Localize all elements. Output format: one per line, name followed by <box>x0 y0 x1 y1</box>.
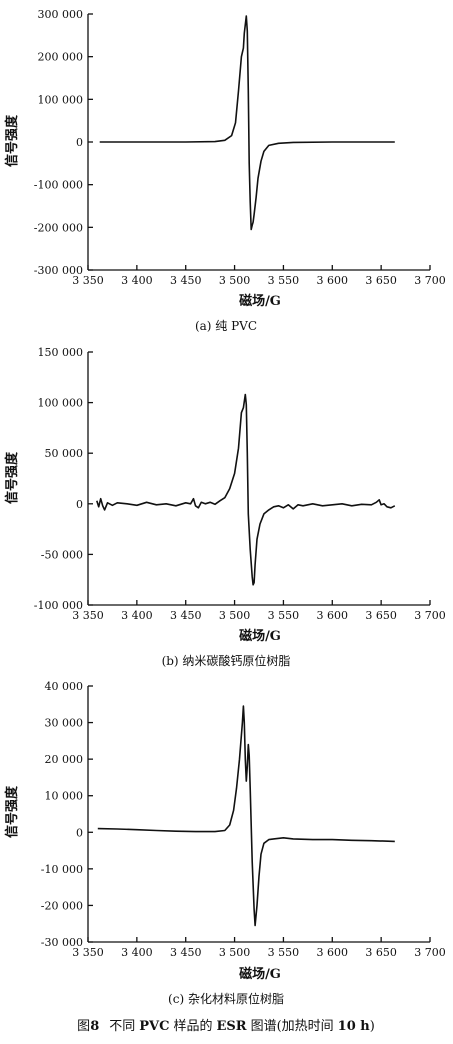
chart-b-xlabel: 磁场/G <box>239 628 281 644</box>
chart-c-ylabel: 信号强度 <box>4 785 20 838</box>
chart-b-series-line <box>96 393 396 586</box>
x-tick-label: 3 400 <box>121 274 153 287</box>
y-tick-label: 40 000 <box>45 680 84 693</box>
chart-a-xlabel: 磁场/G <box>239 293 281 309</box>
x-tick-label: 3 400 <box>121 946 153 959</box>
x-tick-label: 3 350 <box>72 609 104 622</box>
x-tick-label: 3 700 <box>414 609 446 622</box>
figure-caption: 图8 不同 PVC 样品的 ESR 图谱(加热时间 10 h) <box>77 1018 375 1034</box>
chart-c-xlabel: 磁场/G <box>239 966 281 982</box>
x-tick-label: 3 600 <box>317 274 349 287</box>
chart-a-axes <box>87 14 430 271</box>
chart-c-series-line <box>97 705 395 927</box>
y-tick-label: 200 000 <box>38 51 84 64</box>
x-tick-label: 3 700 <box>414 274 446 287</box>
chart-b-caption: (b) 纳米碳酸钙原位树脂 <box>162 653 291 668</box>
figure-caption-part4: ) <box>370 1019 375 1034</box>
chart-a-x-ticks: 3 350 3 400 3 450 3 500 3 550 3 600 3 650 3 700 <box>72 265 446 287</box>
y-tick-label: -100 000 <box>34 179 83 192</box>
y-tick-label: 0 <box>76 136 83 149</box>
y-tick-label: 100 000 <box>38 397 84 410</box>
y-tick-label: -200 000 <box>34 221 83 234</box>
y-tick-label: 150 000 <box>38 346 84 359</box>
chart-a-y-ticks: 300 000 200 000 100 000 0 -100 000 -200 000 -3… <box>34 8 93 277</box>
x-tick-label: 3 650 <box>365 609 397 622</box>
chart-b-axes <box>87 352 430 606</box>
x-tick-label: 3 500 <box>219 609 251 622</box>
chart-c: 40 000 30 000 20 000 10 000 0 -10 000 -20 000 -… <box>4 680 446 1006</box>
chart-c-y-ticks: 40 000 30 000 20 000 10 000 0 -10 000 -20 000 -… <box>41 680 93 949</box>
figure-caption-prefix: 图 <box>77 1019 90 1034</box>
chart-a-series-line <box>99 15 395 231</box>
chart-a: 300 000 200 000 100 000 0 -100 000 -200 000 -3… <box>4 8 446 333</box>
figure-caption-time: 10 h <box>338 1019 371 1034</box>
figure-caption-pvc: PVC <box>139 1019 169 1034</box>
y-tick-label: -30 000 <box>41 936 83 949</box>
chart-a-ylabel: 信号强度 <box>4 114 20 167</box>
y-tick-label: -20 000 <box>41 899 83 912</box>
x-tick-label: 3 450 <box>170 946 202 959</box>
chart-b-ylabel: 信号强度 <box>4 451 20 504</box>
figure-caption-part1: 不同 <box>109 1019 135 1034</box>
figure-caption-part2: 样品的 <box>173 1018 212 1034</box>
y-tick-label: 10 000 <box>45 790 84 803</box>
y-tick-label: -100 000 <box>34 599 83 612</box>
chart-b-y-ticks: 150 000 100 000 50 000 0 -50 000 -100 000 <box>34 346 93 612</box>
y-tick-label: -300 000 <box>34 264 83 277</box>
y-tick-label: 50 000 <box>45 447 84 460</box>
x-tick-label: 3 550 <box>268 274 300 287</box>
chart-c-x-ticks: 3 350 3 400 3 450 3 500 3 550 3 600 3 650 3 700 <box>72 937 446 959</box>
x-tick-label: 3 650 <box>365 946 397 959</box>
x-tick-label: 3 350 <box>72 274 104 287</box>
y-tick-label: 30 000 <box>45 717 84 730</box>
chart-a-caption: (a) 纯 PVC <box>195 319 257 333</box>
x-tick-label: 3 500 <box>219 274 251 287</box>
chart-b: 150 000 100 000 50 000 0 -50 000 -100 000 3 3… <box>4 346 446 668</box>
y-tick-label: 0 <box>76 826 83 839</box>
x-tick-label: 3 700 <box>414 946 446 959</box>
x-tick-label: 3 600 <box>317 946 349 959</box>
y-tick-label: -50 000 <box>41 548 83 561</box>
x-tick-label: 3 450 <box>170 274 202 287</box>
y-tick-label: -10 000 <box>41 863 83 876</box>
x-tick-label: 3 450 <box>170 609 202 622</box>
x-tick-label: 3 550 <box>268 946 300 959</box>
chart-c-caption: (c) 杂化材料原位树脂 <box>168 991 284 1006</box>
x-tick-label: 3 400 <box>121 609 153 622</box>
x-tick-label: 3 350 <box>72 946 104 959</box>
chart-c-axes <box>87 686 430 943</box>
x-tick-label: 3 650 <box>365 274 397 287</box>
figure-caption-esr: ESR <box>216 1019 246 1034</box>
figure-caption-number: 8 <box>90 1019 99 1034</box>
x-tick-label: 3 600 <box>317 609 349 622</box>
y-tick-label: 100 000 <box>38 93 84 106</box>
y-tick-label: 0 <box>76 498 83 511</box>
x-tick-label: 3 550 <box>268 609 300 622</box>
chart-b-x-ticks: 3 350 3 400 3 450 3 500 3 550 3 600 3 650 3 700 <box>72 600 446 622</box>
x-tick-label: 3 500 <box>219 946 251 959</box>
figure-caption-part3: 图谱(加热时间 <box>251 1019 334 1034</box>
y-tick-label: 20 000 <box>45 753 84 766</box>
y-tick-label: 300 000 <box>38 8 84 21</box>
